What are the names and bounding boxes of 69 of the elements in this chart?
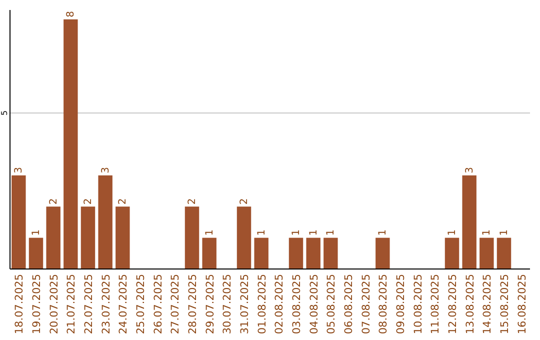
bar: [288, 238, 304, 269]
x-tick-label: 10.08.2025: [412, 274, 424, 334]
data-label: 2: [48, 198, 60, 205]
x-tick-label: 08.08.2025: [378, 274, 390, 334]
data-label: 3: [14, 167, 25, 174]
bar: [116, 206, 130, 269]
data-label: 1: [308, 229, 320, 236]
bar: [28, 238, 44, 269]
bar: [98, 175, 112, 269]
x-tick-label: 05.08.2025: [326, 274, 338, 334]
x-tick-label: 03.08.2025: [291, 274, 303, 334]
x-tick-label: 13.08.2025: [464, 274, 476, 334]
bar: [12, 175, 26, 269]
x-tick-label: 11.08.2025: [430, 274, 442, 334]
data-label: 2: [118, 198, 129, 205]
x-tick-label: 28.07.2025: [187, 274, 199, 334]
data-label: 1: [31, 229, 42, 236]
x-tick-label: 25.07.2025: [135, 274, 147, 334]
bar: [80, 206, 96, 269]
data-label: 1: [499, 229, 510, 236]
x-tick-label: 19.07.2025: [31, 274, 43, 334]
x-tick-label: 12.08.2025: [447, 274, 459, 334]
y-tick-label: 5: [0, 110, 9, 116]
x-tick-label: 04.08.2025: [308, 274, 320, 334]
x-tick-label: 18.07.2025: [14, 274, 26, 334]
data-label: 1: [378, 229, 389, 236]
data-label: 2: [187, 198, 198, 205]
x-tick-label: 22.07.2025: [83, 274, 95, 334]
x-tick-label: 06.08.2025: [343, 274, 355, 334]
x-tick-label: 29.07.2025: [204, 274, 216, 334]
bar: [202, 238, 216, 269]
data-label: 1: [204, 229, 216, 236]
data-label: 8: [66, 10, 77, 18]
x-tick-label: 07.08.2025: [360, 274, 372, 334]
data-label: 1: [447, 229, 458, 236]
bar: [254, 238, 268, 269]
bar: [444, 238, 460, 269]
data-label: 2: [83, 198, 94, 205]
x-tick-label: 31.07.2025: [239, 274, 251, 334]
x-tick-label: 21.07.2025: [66, 274, 78, 334]
x-tick-label: 16.08.2025: [516, 274, 528, 334]
x-tick-label: 26.07.2025: [152, 274, 164, 334]
data-label: 1: [256, 229, 268, 236]
bar: [236, 206, 252, 269]
x-tick-label: 27.07.2025: [170, 274, 182, 334]
bar: [46, 206, 60, 269]
x-tick-label: 02.08.2025: [274, 274, 286, 334]
data-label: 3: [464, 167, 476, 174]
data-label: 2: [239, 198, 250, 205]
data-label: 3: [100, 167, 112, 174]
x-tick-label: 23.07.2025: [100, 274, 112, 334]
x-tick-label: 20.07.2025: [48, 274, 60, 334]
bar: [376, 238, 390, 269]
x-tick-label: 09.08.2025: [395, 274, 407, 334]
bar: [64, 19, 78, 269]
bar: [184, 206, 200, 269]
x-tick-label: 15.08.2025: [499, 274, 511, 334]
data-label: 1: [291, 229, 302, 236]
bar: [462, 175, 476, 269]
x-tick-label: 14.08.2025: [482, 274, 494, 334]
x-tick-label: 24.07.2025: [118, 274, 130, 334]
data-label: 1: [482, 229, 493, 236]
x-tick-label: 01.08.2025: [256, 274, 268, 334]
x-tick-label: 30.07.2025: [222, 274, 234, 334]
bar: [324, 238, 338, 269]
bar: [496, 238, 512, 269]
bar: [306, 238, 320, 269]
data-label: 1: [326, 229, 337, 236]
bar: [480, 238, 494, 269]
